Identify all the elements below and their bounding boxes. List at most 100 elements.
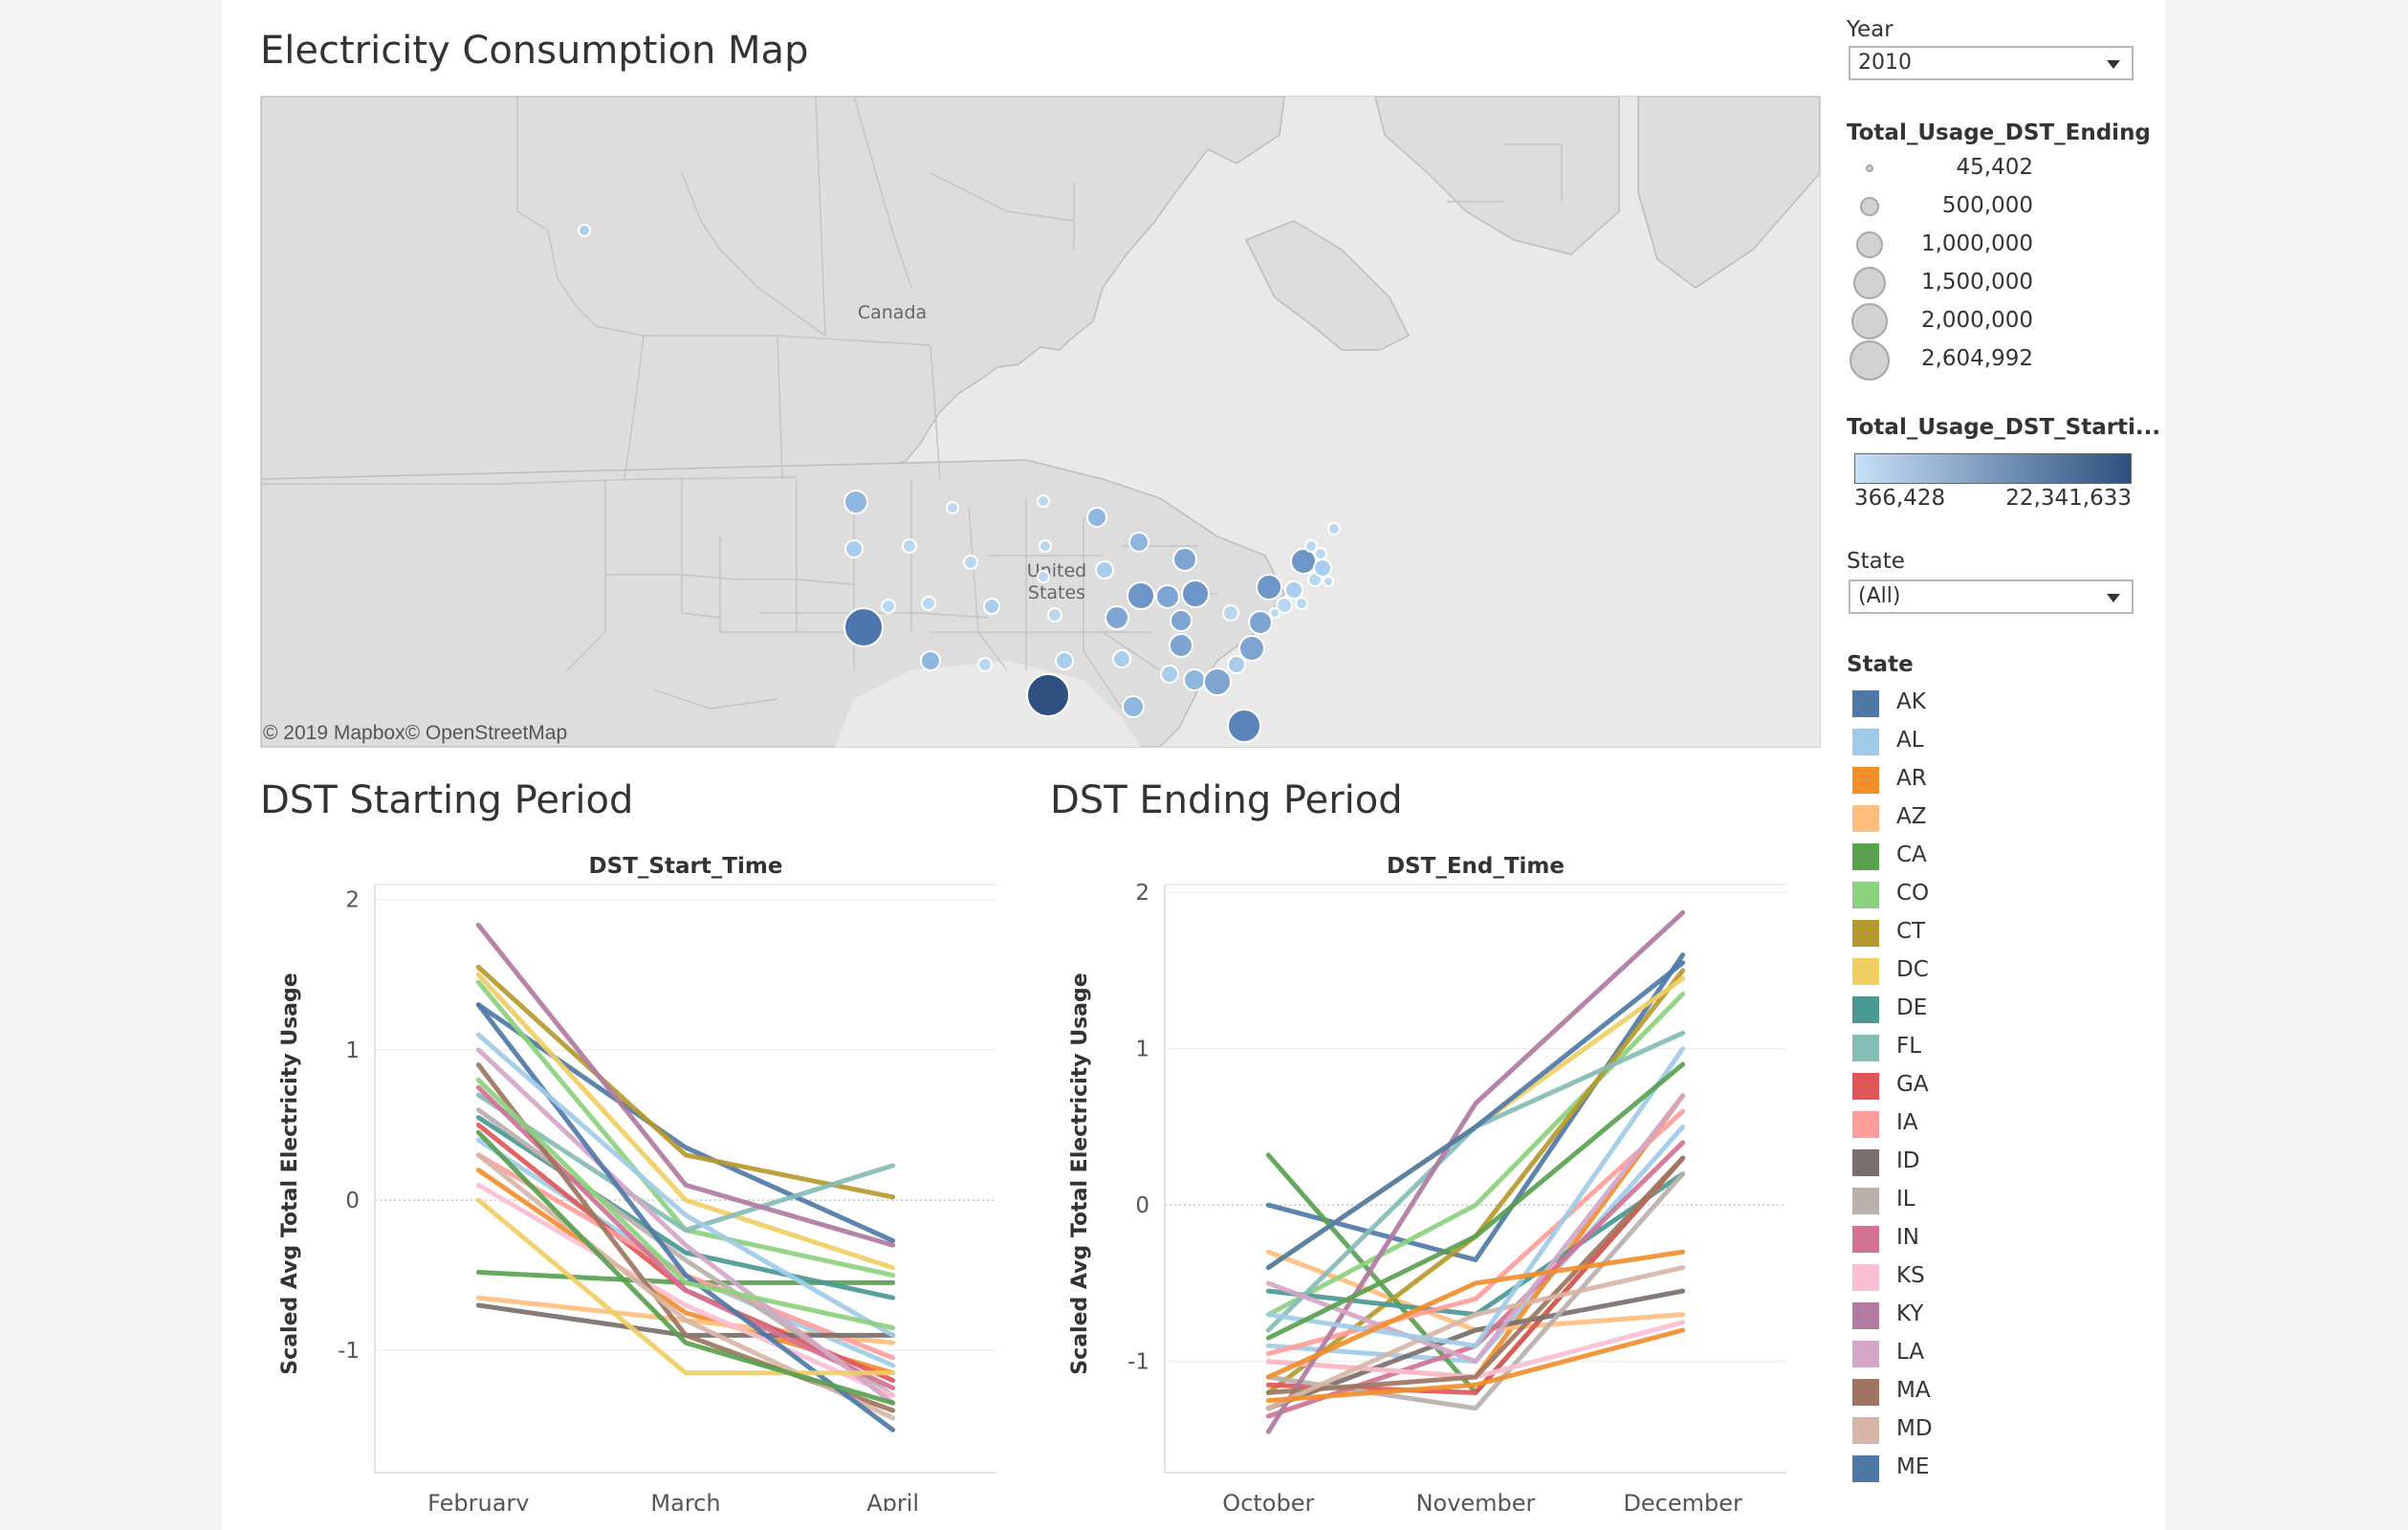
series-line-18 xyxy=(1265,1093,1686,1365)
bubble-ca[interactable] xyxy=(843,607,884,647)
bubble-mt[interactable] xyxy=(946,501,959,514)
bubble-ar[interactable] xyxy=(1112,649,1131,668)
size-circle-icon xyxy=(1866,164,1873,172)
map-canvas[interactable]: Canada United States xyxy=(261,97,1820,747)
state-legend-item-ma[interactable]: MA xyxy=(1847,1373,2134,1411)
map-bubbles[interactable] xyxy=(578,224,1341,743)
bubble-wi[interactable] xyxy=(1128,532,1149,553)
state-legend-item-id[interactable]: ID xyxy=(1847,1144,2134,1182)
bubble-il[interactable] xyxy=(1127,581,1155,610)
bubble-ut[interactable] xyxy=(921,596,936,611)
bubble-tx[interactable] xyxy=(1026,673,1070,717)
y-tick-label: -1 xyxy=(1127,1350,1149,1375)
bubble-wv[interactable] xyxy=(1222,604,1239,622)
state-legend-item-ar[interactable]: AR xyxy=(1847,761,2134,799)
bubble-oh[interactable] xyxy=(1181,579,1210,608)
bubble-id[interactable] xyxy=(902,538,917,554)
state-legend-item-md[interactable]: MD xyxy=(1847,1411,2134,1450)
state-legend-item-fl[interactable]: FL xyxy=(1847,1029,2134,1067)
state-legend[interactable]: AK AL AR AZ CA CO CT DC DE FL GA IA ID IL IN KS KY LA MA MD… xyxy=(1847,685,2134,1497)
state-legend-item-al[interactable]: AL xyxy=(1847,723,2134,761)
state-dropdown[interactable]: (All) xyxy=(1849,579,2134,614)
map-panel[interactable]: Canada United States xyxy=(260,96,1821,748)
state-legend-item-dc[interactable]: DC xyxy=(1847,952,2134,991)
bubble-de[interactable] xyxy=(1295,597,1308,610)
bubble-ok[interactable] xyxy=(1055,651,1074,670)
bubble-az[interactable] xyxy=(920,650,941,671)
bubble-ri[interactable] xyxy=(1323,576,1334,587)
state-legend-label: AR xyxy=(1896,766,1927,791)
bubble-nh[interactable] xyxy=(1314,547,1327,560)
size-circle-icon xyxy=(1856,231,1883,258)
state-legend-item-ky[interactable]: KY xyxy=(1847,1297,2134,1335)
bubble-dc[interactable] xyxy=(1269,607,1281,619)
bubble-wy[interactable] xyxy=(963,555,978,570)
chart-header: DST_End_Time xyxy=(1387,854,1565,879)
year-dropdown-value: 2010 xyxy=(1858,51,1912,75)
state-legend-item-il[interactable]: IL xyxy=(1847,1182,2134,1220)
dst-start-chart[interactable]: DST_Start_Time 2 1 0 -1 Scaled Avg Total Elec… xyxy=(260,842,1035,1511)
bubble-nj[interactable] xyxy=(1284,580,1303,600)
color-legend-title: Total_Usage_DST_Starti... xyxy=(1847,415,2161,440)
bubble-nm[interactable] xyxy=(977,657,993,672)
bubble-la[interactable] xyxy=(1122,695,1145,718)
size-legend-item: 2,604,992 xyxy=(1847,340,2134,381)
bubble-or[interactable] xyxy=(844,539,864,558)
size-legend-item: 1,500,000 xyxy=(1847,264,2134,302)
color-ramp-min: 366,428 xyxy=(1854,486,1946,511)
bubble-tn[interactable] xyxy=(1169,633,1193,658)
bubble-ia[interactable] xyxy=(1095,560,1114,579)
year-dropdown[interactable]: 2010 xyxy=(1849,46,2134,80)
state-legend-item-de[interactable]: DE xyxy=(1847,991,2134,1029)
state-legend-item-la[interactable]: LA xyxy=(1847,1335,2134,1373)
bubble-wa[interactable] xyxy=(843,490,868,514)
state-legend-item-ak[interactable]: AK xyxy=(1847,685,2134,723)
chevron-down-icon xyxy=(2107,60,2120,69)
bubble-ne[interactable] xyxy=(1037,570,1050,583)
bubble-nd[interactable] xyxy=(1037,494,1050,508)
state-legend-item-ca[interactable]: CA xyxy=(1847,838,2134,876)
state-legend-item-ga[interactable]: GA xyxy=(1847,1067,2134,1105)
bubble-mn[interactable] xyxy=(1086,507,1107,528)
state-legend-item-ia[interactable]: IA xyxy=(1847,1105,2134,1144)
bubble-ms[interactable] xyxy=(1160,665,1179,684)
bubble-in[interactable] xyxy=(1155,584,1180,609)
state-legend-item-me[interactable]: ME xyxy=(1847,1450,2134,1488)
map-title: Electricity Consumption Map xyxy=(260,29,809,73)
series-line-16 xyxy=(475,1182,896,1398)
bubble-ks[interactable] xyxy=(1047,607,1062,623)
bubble-fl[interactable] xyxy=(1227,709,1261,743)
bubble-sd[interactable] xyxy=(1039,539,1052,553)
color-swatch-icon xyxy=(1852,843,1879,870)
bubble-al[interactable] xyxy=(1183,668,1206,691)
size-legend-value: 2,000,000 xyxy=(1920,308,2033,333)
bubble-pa[interactable] xyxy=(1256,574,1282,601)
bubble-nc[interactable] xyxy=(1238,635,1265,662)
bubble-nv[interactable] xyxy=(881,599,896,614)
state-legend-item-az[interactable]: AZ xyxy=(1847,799,2134,838)
bubble-ak[interactable] xyxy=(578,224,591,237)
side-panel: Year 2010 Total_Usage_DST_Ending 45,402 … xyxy=(1837,0,2160,1530)
bubble-sc[interactable] xyxy=(1227,655,1246,674)
bubble-mi[interactable] xyxy=(1172,547,1197,572)
state-legend-item-ks[interactable]: KS xyxy=(1847,1258,2134,1297)
bubble-ga[interactable] xyxy=(1203,667,1232,696)
bubble-co[interactable] xyxy=(983,598,1000,615)
bubble-md[interactable] xyxy=(1276,597,1293,614)
bubble-vt[interactable] xyxy=(1304,539,1318,553)
bubble-mo[interactable] xyxy=(1105,605,1129,630)
bubble-ky[interactable] xyxy=(1170,609,1193,632)
state-legend-item-ct[interactable]: CT xyxy=(1847,914,2134,952)
color-swatch-icon xyxy=(1852,882,1879,908)
dst-end-chart[interactable]: DST_End_Time 2 1 0 -1 Scaled Avg Total Electr… xyxy=(1050,842,1825,1511)
state-legend-item-in[interactable]: IN xyxy=(1847,1220,2134,1258)
bubble-ma[interactable] xyxy=(1313,558,1332,578)
state-legend-item-co[interactable]: CO xyxy=(1847,876,2134,914)
bubble-me[interactable] xyxy=(1327,522,1341,536)
color-ramp-max: 22,341,633 xyxy=(2005,486,2132,511)
bubble-va[interactable] xyxy=(1248,610,1273,635)
size-legend-value: 1,000,000 xyxy=(1920,231,2033,256)
color-swatch-icon xyxy=(1852,729,1879,755)
size-legend-item: 2,000,000 xyxy=(1847,302,2134,340)
state-legend-label: DC xyxy=(1896,957,1929,982)
